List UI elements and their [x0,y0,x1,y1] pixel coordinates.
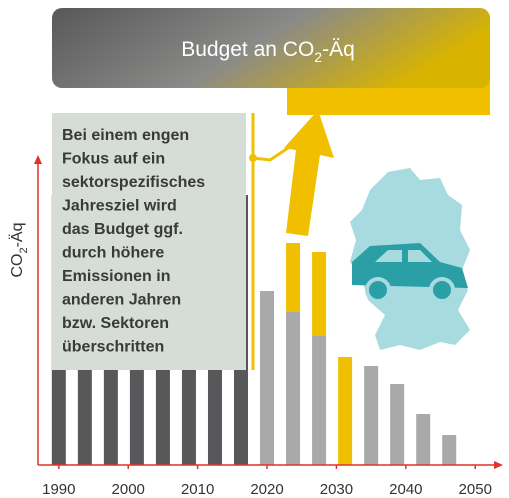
bar [312,252,327,336]
y-axis-arrow [34,155,42,164]
car-wheel [365,277,391,303]
annotation-line: Fokus auf ein [62,151,165,168]
bar [364,366,379,465]
arrow [284,110,334,236]
annotation-line: das Budget ggf. [62,221,183,238]
annotation-line: Emissionen in [62,268,170,285]
chart-title: Budget an CO2-Äq [181,38,355,65]
bar [260,291,275,465]
bar [286,312,301,465]
budget-banner [52,8,490,88]
bar [286,243,301,312]
annotation-box [52,113,246,370]
annotation-line: sektorspezifisches [62,174,205,191]
connector-dot [249,154,257,162]
x-tick-label: 2010 [181,481,214,498]
annotation-line: Bei einem engen [62,127,189,144]
x-tick-label: 2050 [459,481,492,498]
car-body [352,243,468,288]
x-axis-arrow [494,461,503,469]
annotation-line: bzw. Sektoren [62,315,169,332]
bar [338,357,353,465]
annotation-line: Jahresziel wird [62,198,177,215]
x-tick-label: 2020 [250,481,283,498]
x-tick-label: 1990 [42,481,75,498]
y-axis-label: CO2-Äq [8,222,30,277]
bar [442,435,457,465]
annotation-line: anderen Jahren [62,292,181,309]
car-windows [375,250,432,262]
bar [390,384,405,465]
car-wheel [429,277,455,303]
x-tick-label: 2030 [320,481,353,498]
x-tick-label: 2040 [389,481,422,498]
annotation-line: durch höhere [62,245,164,262]
annotation-line: überschritten [62,339,164,356]
bar [416,414,431,465]
bar [312,336,327,465]
x-tick-label: 2000 [112,481,145,498]
